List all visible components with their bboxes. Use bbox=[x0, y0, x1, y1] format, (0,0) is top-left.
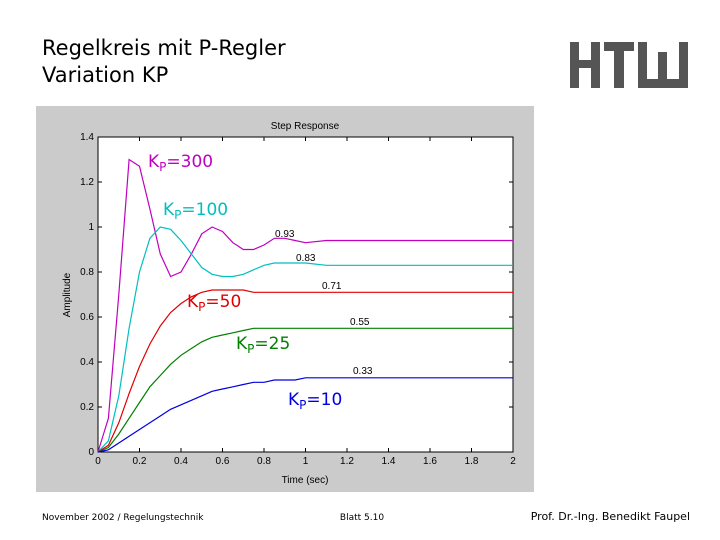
series-line bbox=[97, 289, 513, 453]
x-tick-label: 1 bbox=[303, 456, 309, 467]
slide-title: Regelkreis mit P-Regler bbox=[42, 36, 286, 60]
annotation-part: =25 bbox=[254, 334, 290, 354]
series-annotation: KP=300 bbox=[148, 152, 213, 174]
annotation-part: K bbox=[187, 292, 199, 312]
series-line bbox=[97, 327, 513, 453]
slide-subtitle: Variation KP bbox=[42, 63, 168, 87]
final-value-label: 0.93 bbox=[275, 229, 295, 240]
y-tick-label: 1.4 bbox=[80, 132, 94, 143]
footer-left: November 2002 / Regelungstechnik bbox=[42, 513, 204, 523]
annotation-part: P bbox=[247, 342, 254, 356]
final-value-label: 0.55 bbox=[350, 317, 370, 328]
x-tick-label: 1.4 bbox=[382, 456, 396, 467]
x-tick-label: 0.8 bbox=[257, 456, 271, 467]
x-tick-label: 0.4 bbox=[174, 456, 188, 467]
x-tick-label: 0.6 bbox=[216, 456, 230, 467]
x-tick-label: 0.2 bbox=[133, 456, 147, 467]
annotation-part: K bbox=[163, 200, 175, 220]
x-tick-label: 2 bbox=[510, 456, 516, 467]
plot-area bbox=[97, 136, 514, 453]
x-tick-label: 1.2 bbox=[340, 456, 354, 467]
y-tick-label: 0.6 bbox=[80, 312, 94, 323]
annotation-part: =50 bbox=[205, 292, 241, 312]
annotation-part: P bbox=[299, 398, 306, 412]
annotation-part: =10 bbox=[306, 390, 342, 410]
series-annotation: KP=50 bbox=[187, 292, 241, 314]
y-tick-label: 0.8 bbox=[80, 267, 94, 278]
series-line bbox=[97, 158, 513, 453]
x-tick-label: 1.8 bbox=[465, 456, 479, 467]
series-line bbox=[97, 226, 513, 453]
y-tick-label: 1 bbox=[88, 222, 94, 233]
annotation-part: P bbox=[174, 208, 181, 222]
chart-title: Step Response bbox=[271, 121, 340, 132]
series-annotation: KP=25 bbox=[236, 334, 290, 356]
annotation-part: K bbox=[236, 334, 248, 354]
final-value-label: 0.33 bbox=[353, 366, 373, 377]
annotation-part: P bbox=[198, 300, 205, 314]
annotation-part: P bbox=[159, 160, 166, 174]
annotation-part: K bbox=[148, 152, 160, 172]
footer-center: Blatt 5.10 bbox=[340, 513, 384, 523]
annotation-part: =100 bbox=[181, 200, 228, 220]
series-annotation: KP=10 bbox=[288, 390, 342, 412]
footer-right: Prof. Dr.-Ing. Benedikt Faupel bbox=[531, 510, 690, 523]
x-axis-label: Time (sec) bbox=[282, 475, 329, 486]
annotation-part: K bbox=[288, 390, 300, 410]
series-annotation: KP=100 bbox=[163, 200, 228, 222]
y-tick-label: 0 bbox=[88, 447, 94, 458]
series-line bbox=[97, 377, 513, 453]
x-tick-label: 1.6 bbox=[423, 456, 437, 467]
final-value-label: 0.71 bbox=[322, 281, 342, 292]
y-tick-label: 0.4 bbox=[80, 357, 94, 368]
annotation-part: =300 bbox=[166, 152, 213, 172]
y-tick-label: 1.2 bbox=[80, 177, 94, 188]
logo bbox=[570, 42, 688, 88]
y-tick-label: 0.2 bbox=[80, 402, 94, 413]
final-value-label: 0.83 bbox=[296, 253, 316, 264]
y-axis-label: Amplitude bbox=[62, 272, 73, 317]
x-tick-label: 0 bbox=[95, 456, 101, 467]
